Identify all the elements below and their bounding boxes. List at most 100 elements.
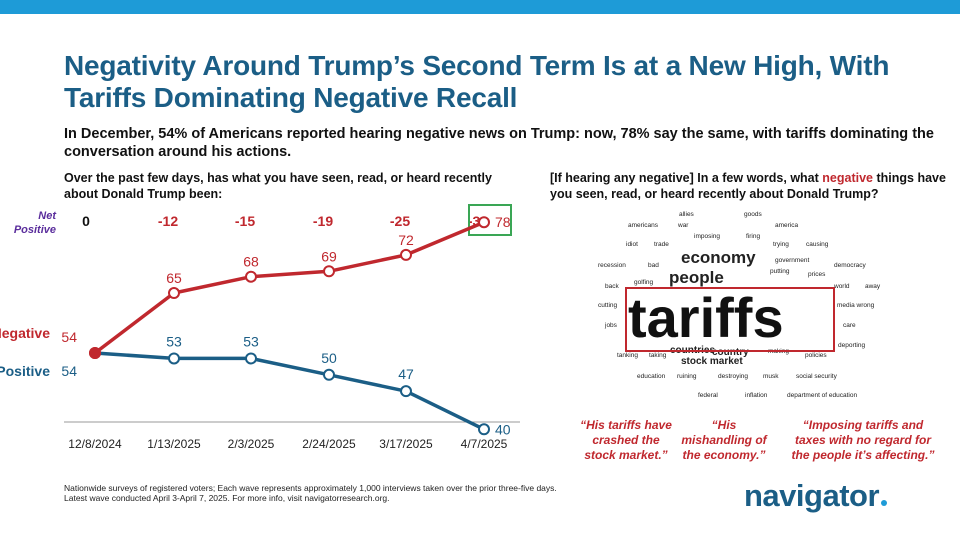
word-cloud-word: america xyxy=(775,222,799,229)
data-point xyxy=(400,248,412,261)
data-point xyxy=(323,368,335,381)
question-right-text-2: things have you seen, read, or heard rec… xyxy=(550,171,946,201)
series-label-positive: Positive xyxy=(0,363,50,379)
word-cloud-word: imposing xyxy=(694,233,721,240)
top-accent-bar xyxy=(0,0,960,14)
word-cloud-word: trying xyxy=(773,241,789,248)
word-cloud-word: recession xyxy=(598,262,626,269)
data-label: 54 xyxy=(61,363,77,379)
net-positive-value: -19 xyxy=(313,213,333,229)
data-point xyxy=(245,352,257,365)
word-cloud-word: allies xyxy=(679,211,694,218)
x-tick-label: 12/8/2024 xyxy=(68,437,122,451)
word-cloud-word: federal xyxy=(698,392,718,399)
quote-3: “Imposing tariffs and taxes with no rega… xyxy=(791,418,935,462)
logo-text: navigator xyxy=(744,478,880,513)
word-cloud-word: golfing xyxy=(634,279,654,286)
word-cloud-word: prices xyxy=(808,271,826,278)
word-cloud-word: jobs xyxy=(605,322,617,329)
word-cloud-word: department of education xyxy=(787,392,858,399)
word-cloud-word: government xyxy=(775,257,810,264)
logo-dot xyxy=(881,500,888,506)
net-highlight-box xyxy=(468,204,512,236)
data-point xyxy=(245,270,257,283)
word-cloud-word: policies xyxy=(805,352,827,359)
page-subtitle: In December, 54% of Americans reported h… xyxy=(64,126,934,160)
word-cloud-word: firing xyxy=(746,233,761,240)
data-label: 69 xyxy=(321,248,337,264)
survey-question-left: Over the past few days, has what you hav… xyxy=(64,171,492,201)
word-cloud-word: bad xyxy=(648,262,659,269)
question-right-text-1: [If hearing any negative] In a few words… xyxy=(550,171,823,185)
footnote: Nationwide surveys of registered voters;… xyxy=(64,483,684,503)
series-line-positive xyxy=(94,351,485,431)
series-line-negative xyxy=(93,220,485,355)
survey-question-right: [If hearing any negative] In a few words… xyxy=(550,170,950,202)
net-positive-label-line2: Positive xyxy=(14,224,56,236)
data-point xyxy=(168,287,180,300)
x-tick-label: 4/7/2025 xyxy=(461,437,508,451)
word-cloud-word: musk xyxy=(763,373,779,380)
word-cloud-word: tanking xyxy=(617,352,638,359)
data-label: 47 xyxy=(398,366,414,382)
quote-2: “His mishandling of the economy.” xyxy=(681,418,767,462)
word-cloud-word: world xyxy=(834,283,850,290)
word-cloud-word: people xyxy=(669,268,724,287)
data-label: 50 xyxy=(321,350,337,366)
page-title: Negativity Around Trump’s Second Term Is… xyxy=(64,50,890,113)
word-cloud-word: idiot xyxy=(626,241,638,248)
word-cloud-word: stock market xyxy=(681,356,743,367)
word-cloud-word: ruining xyxy=(677,373,697,380)
x-tick-label: 2/3/2025 xyxy=(228,437,275,451)
word-cloud-word: economy xyxy=(681,248,756,267)
data-point xyxy=(478,423,490,436)
data-point xyxy=(168,352,180,365)
data-point-start xyxy=(89,347,101,359)
line-chart: Net Positive 12/8/2024 1/13/2025 2/3/2025 2… xyxy=(0,204,520,451)
quote-1: “His tariffs have crashed the stock mark… xyxy=(580,418,672,462)
word-cloud-word: social security xyxy=(796,373,837,380)
word-cloud-word: destroying xyxy=(718,373,748,380)
word-cloud-word: away xyxy=(865,283,881,290)
net-positive-value: 0 xyxy=(82,213,90,229)
word-cloud-word-tariffs: tariffs xyxy=(628,286,784,349)
x-tick-label: 2/24/2025 xyxy=(302,437,356,451)
word-cloud: allies goods americans war america impos… xyxy=(580,205,900,415)
word-cloud-word: americans xyxy=(628,222,658,229)
net-positive-label-line1: Net xyxy=(38,210,57,222)
word-cloud-word: back xyxy=(605,283,619,290)
tariffs-highlight-box xyxy=(625,287,835,352)
x-tick-label: 3/17/2025 xyxy=(379,437,433,451)
x-tick-label: 1/13/2025 xyxy=(147,437,201,451)
word-cloud-word: causing xyxy=(806,241,829,248)
data-point xyxy=(323,265,335,278)
word-cloud-word: care xyxy=(843,322,856,329)
data-label: 40 xyxy=(495,421,511,437)
word-cloud-word: trade xyxy=(654,241,669,248)
data-label: 72 xyxy=(398,232,414,248)
word-cloud-word: cutting xyxy=(598,302,618,309)
word-cloud-word: media wrong xyxy=(837,302,875,309)
word-cloud-word: democracy xyxy=(834,262,866,269)
data-point xyxy=(478,216,490,229)
data-label: 65 xyxy=(166,270,182,286)
net-positive-value: -12 xyxy=(158,213,178,229)
word-cloud-word: inflation xyxy=(745,392,768,399)
data-label: 53 xyxy=(243,333,259,349)
word-cloud-word: deporting xyxy=(838,342,866,349)
net-positive-value: -25 xyxy=(390,213,410,229)
footnote-line-2: Latest wave conducted April 3-April 7, 2… xyxy=(64,493,390,503)
data-label: 78 xyxy=(495,214,511,230)
word-cloud-word: war xyxy=(678,222,689,229)
net-positive-value: -15 xyxy=(235,213,255,229)
word-cloud-word: country xyxy=(712,347,749,358)
navigator-logo: navigator xyxy=(744,478,888,514)
series-label-negative: Negative xyxy=(0,325,50,341)
word-cloud-word: putting xyxy=(770,268,790,275)
word-cloud-word: taking xyxy=(649,352,667,359)
word-cloud-word: education xyxy=(637,373,666,380)
word-cloud-word: goods xyxy=(744,211,762,218)
question-right-highlight: negative xyxy=(822,171,873,185)
data-label: 54 xyxy=(61,329,77,345)
footnote-line-1: Nationwide surveys of registered voters;… xyxy=(64,483,557,493)
